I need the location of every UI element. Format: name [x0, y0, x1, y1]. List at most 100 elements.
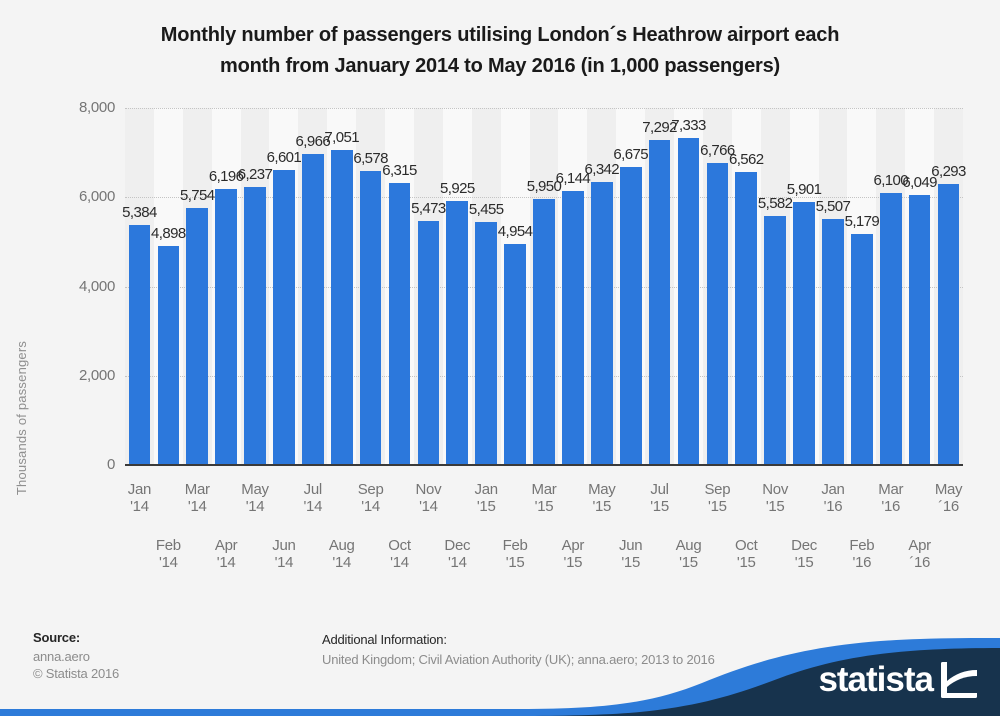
bar-value-label: 7,292 [642, 118, 677, 136]
x-tick-label: Dec '15 [791, 537, 817, 571]
x-tick-label: Feb '15 [502, 537, 528, 571]
x-tick-label: Feb '14 [155, 537, 181, 571]
bar-Feb16 [851, 233, 873, 465]
x-tick-label: Apr '15 [561, 537, 585, 571]
bar-column: 5,754 [180, 108, 215, 465]
x-tick-label: May '15 [588, 481, 616, 515]
bar-Apr15 [562, 190, 584, 465]
bar-column: 5,950 [526, 108, 562, 465]
bar-column: 6,144 [556, 108, 591, 465]
bar-column: 5,455 [469, 108, 504, 465]
bar-value-label: 6,675 [613, 146, 648, 164]
bar-value-label: 6,049 [902, 174, 937, 192]
bar-column: 6,562 [729, 108, 764, 465]
bar-Mar16 [879, 192, 902, 465]
bar-column: 6,293 [931, 108, 966, 465]
bar-May16 [937, 184, 960, 465]
bar-value-label: 6,342 [584, 161, 620, 178]
x-tick-label: Jan '14 [127, 481, 152, 515]
x-tick-label: Jun '14 [272, 537, 296, 571]
x-tick-label: Aug '14 [328, 537, 355, 571]
bar-Dec14 [446, 200, 469, 465]
source-label: Source: [33, 630, 81, 645]
x-tick-label: Mar '16 [878, 481, 904, 515]
bar-Jan16 [822, 219, 844, 465]
bar-column: 5,901 [786, 108, 822, 465]
bar-value-label: 5,950 [526, 178, 562, 196]
x-tick-label: May ´16 [934, 481, 963, 515]
y-tick-label: 0 [106, 456, 115, 473]
x-tick-label: Aug '15 [675, 537, 702, 571]
bar-value-label: 4,954 [497, 222, 533, 240]
bar-column: 5,925 [440, 108, 475, 465]
source-block: Source: anna.aero © Statista 2016 [33, 630, 119, 682]
x-tick-label: Jul '14 [303, 481, 323, 515]
gridline-6,000 [125, 197, 963, 199]
bar-column: 7,292 [642, 108, 677, 465]
wave-navy-shape [520, 648, 1000, 716]
x-tick-label: Apr ´16 [908, 537, 931, 571]
bar-Jan14 [128, 224, 151, 465]
chart-title-line2: month from January 2014 to May 2016 (in … [220, 55, 780, 77]
x-tick-label: Apr '14 [214, 537, 238, 571]
bar-column: 4,954 [497, 108, 533, 465]
x-axis-tick-labels: Jan '14 Feb '14 Mar '14 Apr '14 May '14 Jun '… [125, 481, 963, 591]
chart-title: Monthly number of passengers utilising L… [0, 20, 1000, 82]
bar-Aug14 [330, 150, 353, 465]
bar-Mar14 [186, 208, 209, 465]
bar-column: 4,898 [151, 108, 186, 465]
bar-Jun15 [619, 167, 642, 465]
bar-value-label: 6,196 [208, 167, 244, 185]
bar-Oct14 [388, 183, 411, 465]
bar-column: 6,100 [873, 108, 909, 465]
bar-value-label: 5,582 [757, 194, 793, 212]
bar-Sep15 [706, 163, 729, 465]
y-tick-label: 2,000 [78, 366, 115, 384]
bar-column: 5,473 [411, 108, 446, 465]
x-tick-label: Jan '15 [474, 481, 499, 515]
bar-Jun14 [273, 170, 295, 465]
statista-swoosh-icon [941, 662, 977, 698]
bar-Oct15 [735, 172, 758, 465]
x-tick-label: Jun '15 [619, 537, 643, 571]
bar-column: 6,675 [613, 108, 649, 465]
bar-value-label: 5,507 [815, 198, 851, 216]
bar-column: 6,966 [296, 108, 331, 465]
bar-value-label: 6,293 [931, 163, 966, 181]
x-tick-label: Oct '15 [735, 537, 758, 571]
bar-Jan15 [475, 221, 498, 465]
bar-value-label: 6,966 [295, 133, 331, 151]
bar-column: 5,179 [845, 108, 880, 465]
bar-column: 5,507 [815, 108, 851, 465]
statista-wordmark: statista [818, 660, 934, 699]
source-value: anna.aero [33, 649, 90, 664]
x-tick-label: Oct '14 [388, 537, 411, 571]
bar-Jul14 [301, 154, 324, 465]
bar-column: 5,384 [122, 108, 157, 465]
bar-value-label: 6,766 [700, 142, 735, 160]
x-tick-label: Dec '14 [444, 537, 471, 571]
bar-column: 7,333 [671, 108, 706, 465]
bar-column: 5,582 [757, 108, 793, 465]
bar-value-label: 5,179 [844, 212, 880, 230]
bar-value-label: 6,237 [237, 165, 273, 183]
x-axis-baseline [125, 464, 963, 466]
bar-column: 7,051 [324, 108, 360, 465]
bar-column: 6,196 [208, 108, 244, 465]
bar-value-label: 5,473 [411, 199, 446, 217]
bar-Feb15 [504, 243, 526, 465]
bar-column: 6,578 [353, 108, 388, 465]
bar-column: 6,601 [267, 108, 302, 465]
bar-Feb14 [157, 246, 180, 465]
x-tick-label: Sep '14 [357, 481, 384, 515]
additional-info-value: United Kingdom; Civil Aviation Authority… [322, 652, 715, 667]
bar-column: 6,766 [700, 108, 735, 465]
bar-value-label: 5,901 [786, 180, 822, 198]
bar-value-label: 6,100 [873, 171, 909, 189]
y-tick-label: 6,000 [78, 188, 115, 206]
x-tick-label: Feb '16 [849, 537, 875, 571]
bar-Apr16 [908, 195, 931, 465]
y-tick-label: 8,000 [78, 99, 115, 116]
x-tick-label: Nov '14 [415, 481, 442, 515]
bar-value-label: 7,051 [324, 129, 359, 147]
